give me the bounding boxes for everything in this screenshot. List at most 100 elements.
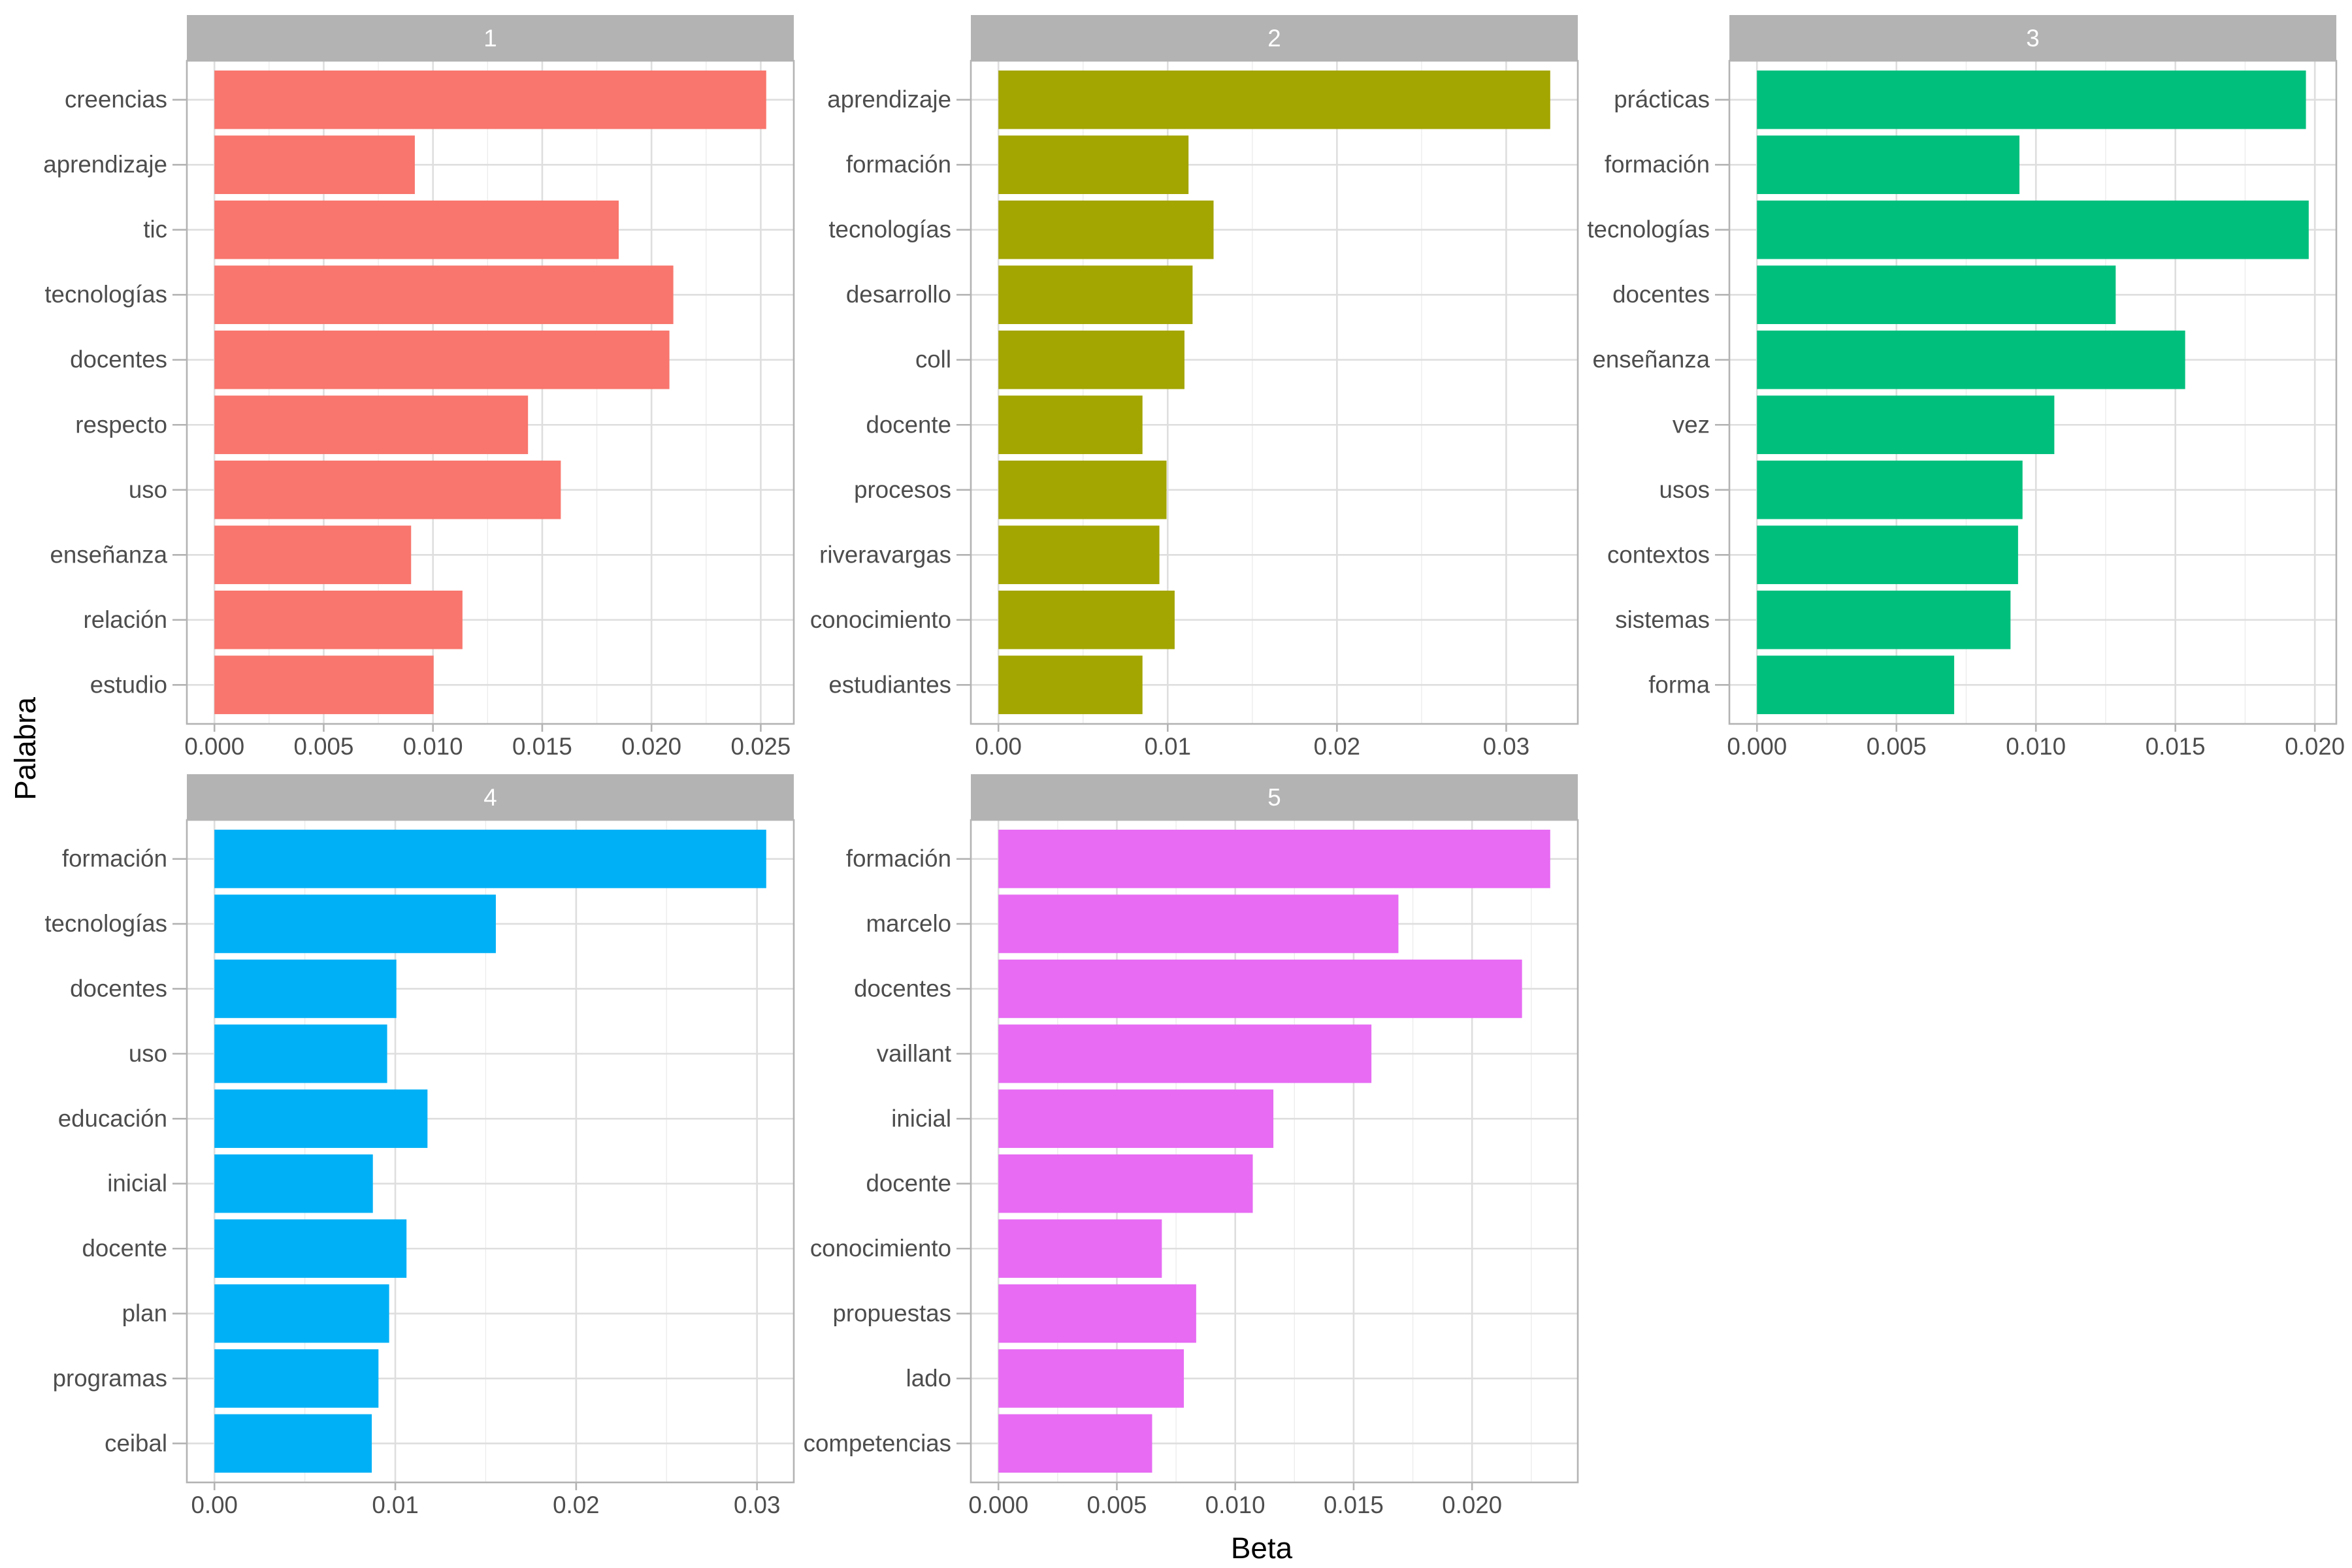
- y-tick-label: propuestas: [832, 1300, 951, 1327]
- x-tick-label: 0.015: [2146, 733, 2206, 760]
- x-tick-label: 0.01: [372, 1492, 418, 1518]
- y-tick-label: desarrollo: [846, 281, 951, 308]
- bar-vez: [1757, 395, 2055, 455]
- y-tick-label: procesos: [854, 476, 951, 503]
- y-tick-label: conocimiento: [810, 606, 951, 633]
- bar-lado: [998, 1349, 1184, 1408]
- facet-strip-label: 4: [483, 784, 497, 811]
- bar-conocimiento: [998, 591, 1175, 649]
- facet-strip-label: 3: [2026, 25, 2039, 52]
- y-tick-label: riveravargas: [819, 541, 951, 568]
- y-tick-label: vez: [1673, 411, 1710, 438]
- y-tick-label: aprendizaje: [827, 86, 951, 113]
- facet-strip: [187, 15, 794, 61]
- bar-competencias: [998, 1414, 1152, 1473]
- panel-border: [1728, 59, 2338, 725]
- y-axis-title: Palabra: [8, 697, 42, 800]
- bar-relación: [214, 591, 463, 649]
- x-tick-label: 0.010: [403, 733, 463, 760]
- bar-enseñanza: [1757, 330, 2185, 389]
- y-tick-label: docente: [866, 411, 951, 438]
- facet-strip: [971, 774, 1578, 820]
- y-tick-label: docente: [82, 1235, 167, 1262]
- x-tick-label: 0.000: [184, 733, 244, 760]
- y-tick-label: relación: [84, 606, 167, 633]
- bar-docentes: [214, 959, 397, 1019]
- bar-creencias: [214, 70, 766, 129]
- y-tick-label: formación: [62, 845, 167, 872]
- y-tick-label: formación: [846, 151, 951, 178]
- y-tick-label: educación: [58, 1105, 167, 1132]
- y-tick-label: uso: [129, 1040, 167, 1067]
- x-tick-label: 0.00: [975, 733, 1022, 760]
- y-tick-label: tecnologías: [44, 281, 167, 308]
- facet-strip-label: 2: [1267, 25, 1281, 52]
- y-tick-label: contextos: [1607, 541, 1710, 568]
- bar-conocimiento: [998, 1219, 1162, 1278]
- x-tick-label: 0.015: [512, 733, 572, 760]
- bar-ceibal: [214, 1414, 372, 1473]
- y-tick-label: lado: [906, 1365, 951, 1392]
- bar-plan: [214, 1284, 389, 1343]
- bar-inicial: [214, 1154, 373, 1213]
- y-tick-label: tic: [143, 216, 167, 243]
- y-tick-label: respecto: [75, 411, 167, 438]
- x-tick-label: 0.010: [2006, 733, 2066, 760]
- bar-marcelo: [998, 894, 1399, 953]
- bar-uso: [214, 460, 561, 519]
- y-tick-label: usos: [1659, 476, 1710, 503]
- y-tick-label: marcelo: [866, 910, 951, 937]
- bar-tecnologías: [1757, 200, 2309, 259]
- bar-formación: [1757, 135, 2020, 194]
- y-tick-label: conocimiento: [810, 1235, 951, 1262]
- facet-panel-4: 4 formación tecnologías docentes uso educació…: [44, 774, 795, 1518]
- y-tick-label: formación: [1605, 151, 1710, 178]
- facet-panel-2: 2 aprendizaje formación tecnologías desarrol…: [810, 15, 1579, 760]
- y-tick-label: formación: [846, 845, 951, 872]
- bar-enseñanza: [214, 525, 412, 585]
- y-tick-label: inicial: [891, 1105, 951, 1132]
- bar-estudiantes: [998, 655, 1143, 715]
- bar-aprendizaje: [214, 135, 415, 194]
- y-tick-label: plan: [122, 1300, 167, 1327]
- x-tick-label: 0.005: [294, 733, 354, 760]
- bar-docentes: [998, 959, 1522, 1019]
- bar-riveravargas: [998, 525, 1160, 585]
- bar-educación: [214, 1089, 428, 1149]
- y-tick-label: creencias: [65, 86, 167, 113]
- y-tick-label: docentes: [70, 975, 167, 1002]
- bar-respecto: [214, 395, 529, 455]
- y-tick-label: tecnologías: [44, 910, 167, 937]
- panels: 1 creencias aprendizaje tic tecnologías docen…: [43, 15, 2345, 1518]
- bar-vaillant: [998, 1024, 1372, 1083]
- bar-desarrollo: [998, 265, 1193, 325]
- bar-procesos: [998, 460, 1167, 519]
- facet-panel-1: 1 creencias aprendizaje tic tecnologías docen…: [43, 15, 795, 760]
- facet-strip: [1729, 15, 2336, 61]
- y-tick-label: programas: [53, 1365, 167, 1392]
- x-tick-label: 0.01: [1145, 733, 1191, 760]
- y-tick-label: ceibal: [105, 1429, 167, 1456]
- y-tick-label: enseñanza: [1592, 346, 1710, 373]
- bar-programas: [214, 1349, 379, 1408]
- bar-usos: [1757, 460, 2023, 519]
- bar-docente: [998, 395, 1143, 455]
- x-tick-label: 0.03: [734, 1492, 780, 1518]
- y-tick-label: prácticas: [1614, 86, 1710, 113]
- x-tick-label: 0.00: [191, 1492, 238, 1518]
- bar-contextos: [1757, 525, 2018, 585]
- y-tick-label: docentes: [70, 346, 167, 373]
- x-tick-label: 0.03: [1483, 733, 1529, 760]
- bar-sistemas: [1757, 591, 2011, 649]
- bar-prácticas: [1757, 70, 2306, 129]
- facet-strip-label: 1: [483, 25, 497, 52]
- bar-coll: [998, 330, 1184, 389]
- y-tick-label: sistemas: [1615, 606, 1710, 633]
- panel-border: [970, 59, 1579, 725]
- y-tick-label: vaillant: [877, 1040, 951, 1067]
- y-tick-label: estudio: [90, 671, 167, 698]
- y-tick-label: tecnologías: [1587, 216, 1710, 243]
- y-tick-label: enseñanza: [50, 541, 167, 568]
- x-tick-label: 0.020: [1442, 1492, 1502, 1518]
